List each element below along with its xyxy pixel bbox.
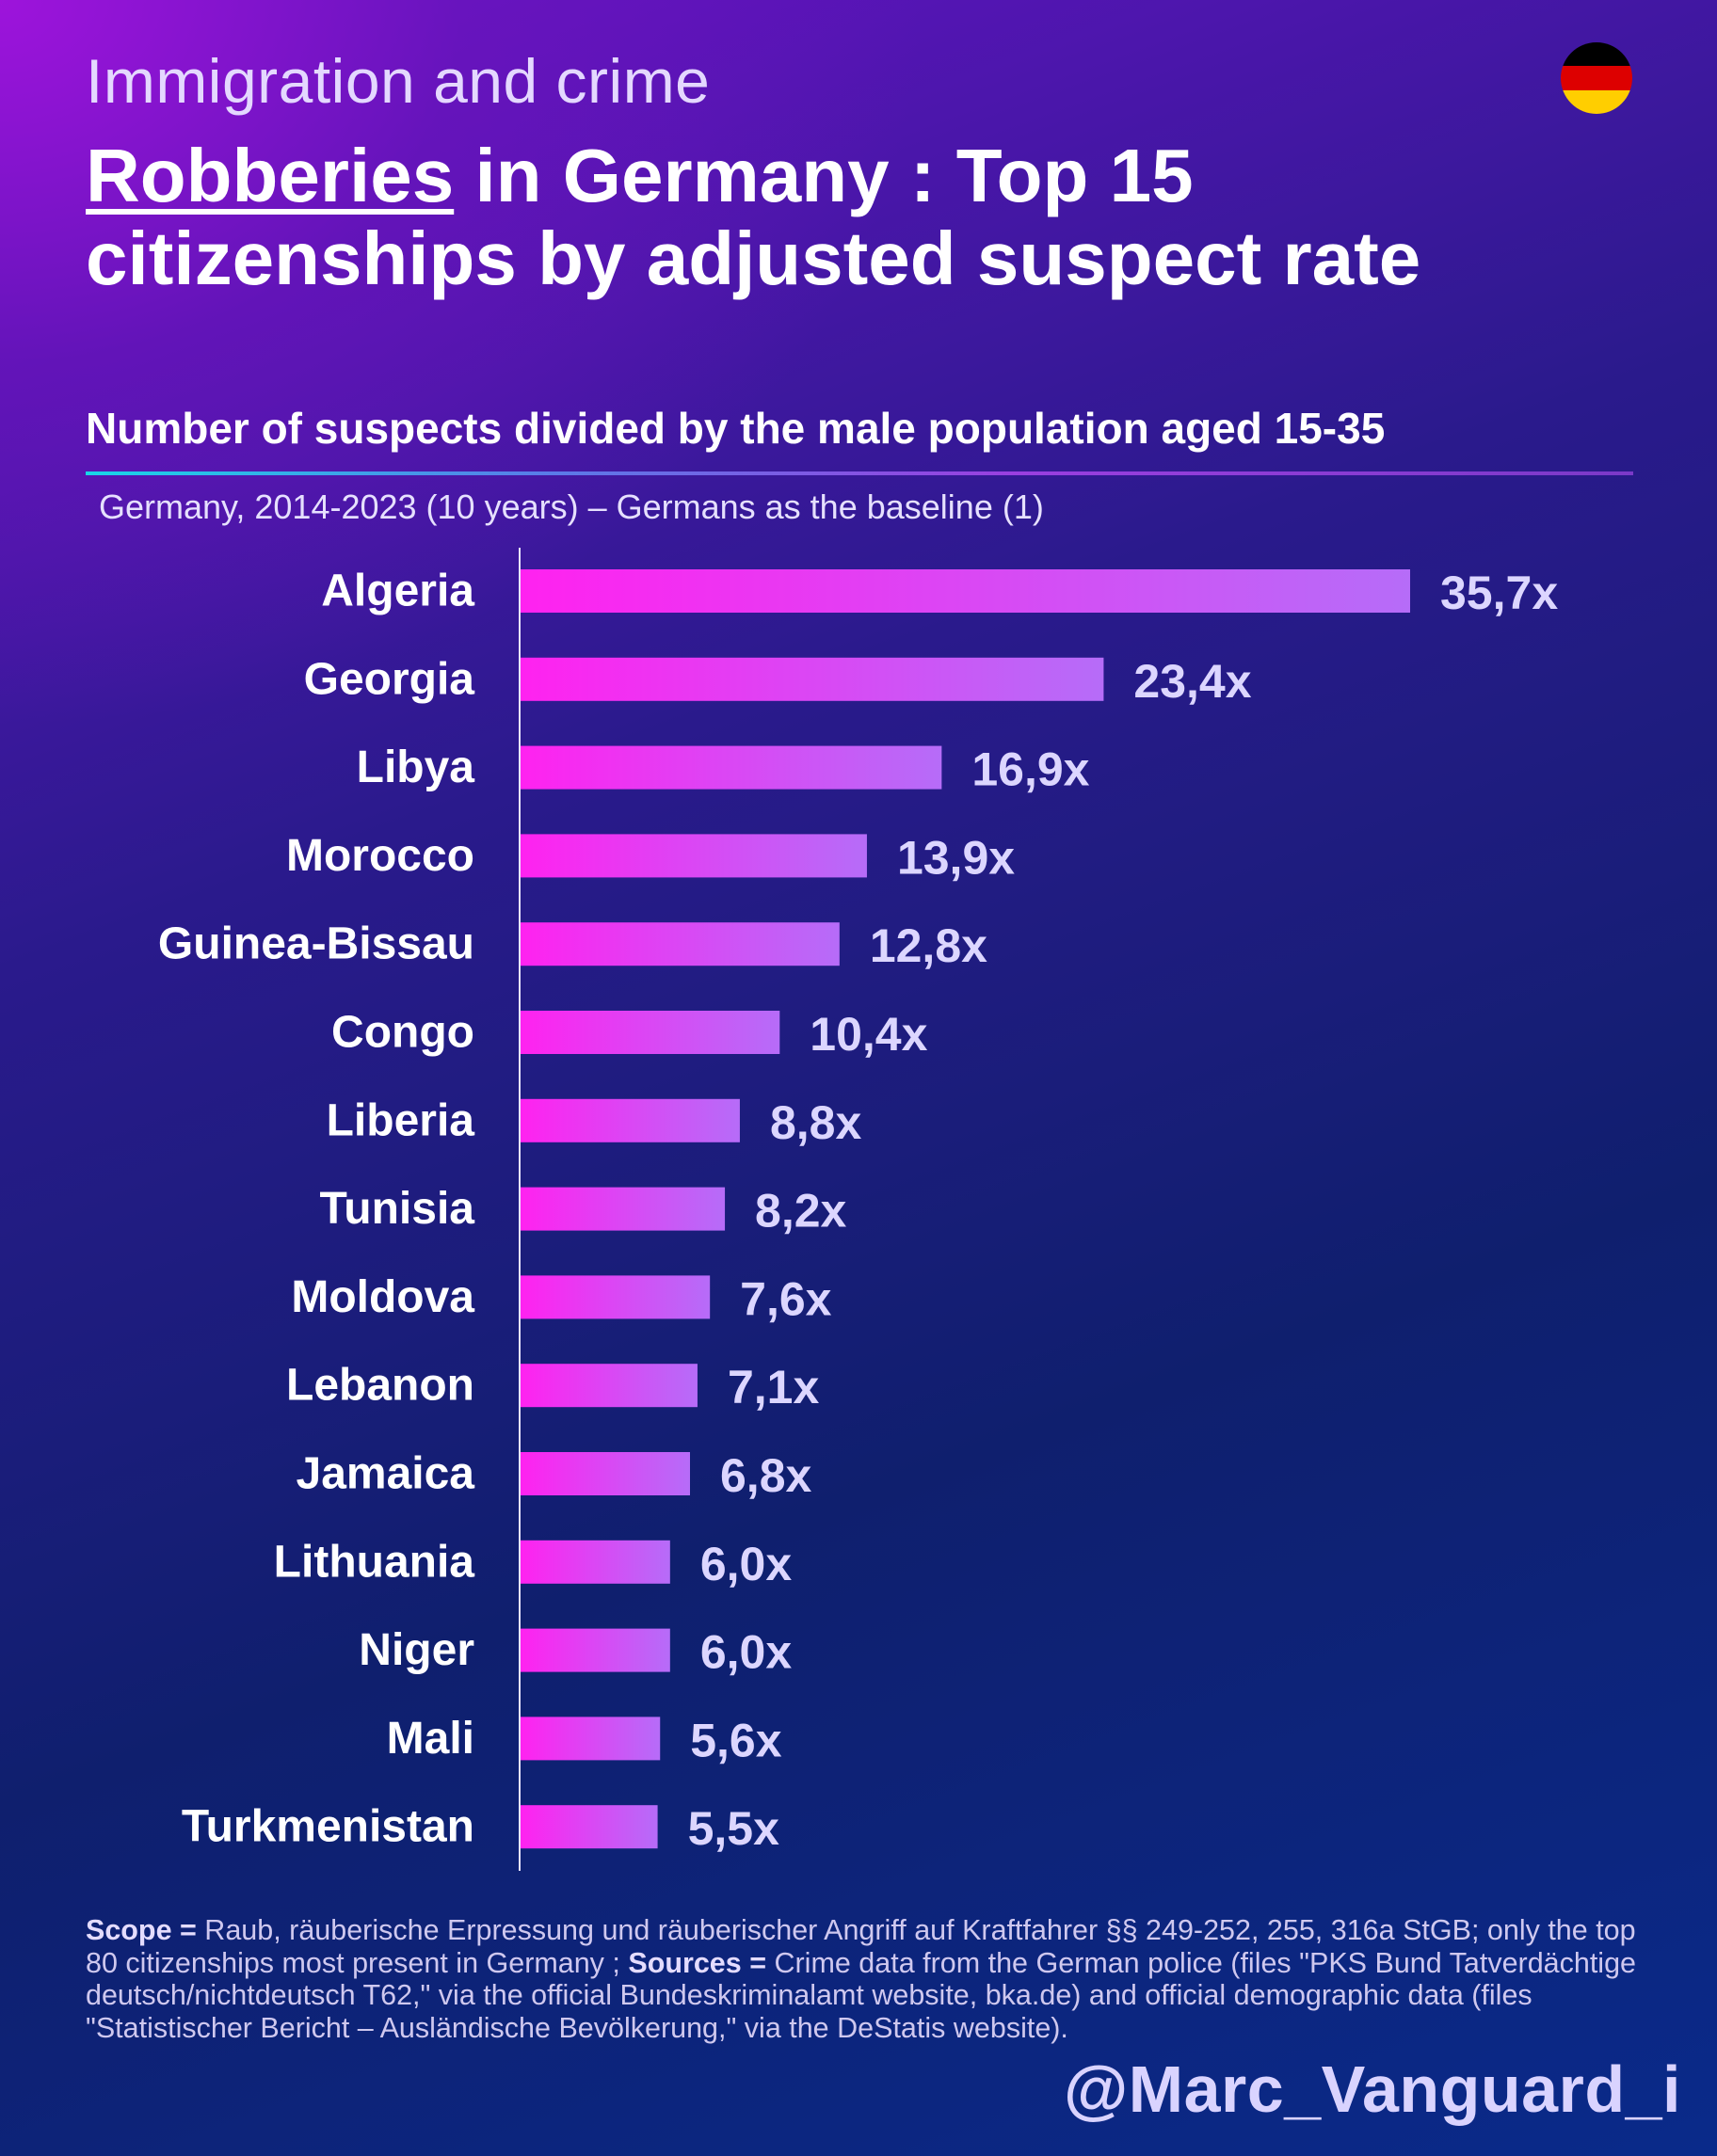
chart-note: Germany, 2014-2023 (10 years) – Germans … (99, 487, 1044, 526)
bar-chart: Algeria 35,7x Georgia 23,4x Libya 16,9x Morocc… (158, 548, 1559, 1871)
value-label: 6,8x (720, 1449, 812, 1502)
bar-turkmenistan (521, 1805, 658, 1849)
bar-niger (521, 1628, 670, 1672)
value-label: 8,2x (755, 1185, 847, 1238)
value-label: 7,6x (740, 1272, 832, 1325)
category-label: Congo (331, 1008, 474, 1058)
value-label: 5,5x (688, 1802, 780, 1855)
footnote: Scope = Raub, räuberische Erpressung und… (86, 1914, 1648, 2044)
category-label: Algeria (321, 567, 474, 616)
category-label: Guinea-Bissau (158, 919, 474, 969)
sources-label: Sources = (628, 1946, 767, 1979)
category-label: Turkmenistan (182, 1802, 474, 1852)
bar-liberia (521, 1098, 740, 1142)
bar-lithuania (521, 1540, 670, 1584)
bar-tunisia (521, 1187, 726, 1231)
bar-mali (521, 1717, 661, 1761)
value-label: 8,8x (770, 1096, 862, 1149)
title-highlight: Robberies (86, 134, 455, 217)
chart-subtitle: Number of suspects divided by the male p… (86, 404, 1386, 453)
value-label: 10,4x (810, 1008, 927, 1061)
bar-morocco (521, 834, 867, 878)
bar-lebanon (521, 1364, 698, 1408)
bar-moldova (521, 1275, 711, 1319)
category-label: Morocco (286, 831, 474, 881)
category-label: Mali (387, 1714, 474, 1764)
flag-stripe-red (1561, 66, 1632, 90)
scope-label: Scope = (86, 1914, 197, 1946)
category-label: Lebanon (286, 1361, 474, 1411)
sources-text: Crime data from the German police (files… (86, 1946, 1637, 2044)
bar-congo (521, 1011, 780, 1054)
value-label: 23,4x (1133, 655, 1251, 708)
bar-georgia (521, 657, 1104, 701)
kicker-text: Immigration and crime (86, 46, 711, 116)
category-label: Libya (357, 743, 475, 792)
category-label: Niger (359, 1625, 474, 1675)
value-label: 35,7x (1440, 567, 1558, 619)
subtitle-divider (86, 471, 1633, 475)
bar-algeria (521, 569, 1410, 613)
category-label: Georgia (304, 654, 475, 704)
title-line2: citizenships by adjusted suspect rate (86, 216, 1421, 300)
category-label: Tunisia (320, 1184, 475, 1234)
category-label: Lithuania (274, 1537, 475, 1587)
value-label: 13,9x (897, 831, 1015, 884)
page-title: Robberies in Germany : Top 15 citizenshi… (86, 135, 1629, 300)
value-label: 6,0x (700, 1538, 793, 1590)
bar-jamaica (521, 1452, 690, 1495)
scope-text: Raub, räuberische Erpressung und räuberi… (86, 1914, 1636, 1979)
category-label: Liberia (327, 1095, 475, 1145)
title-line1-rest: in Germany : Top 15 (454, 134, 1194, 217)
value-label: 7,1x (728, 1361, 820, 1413)
bar-guinea-bissau (521, 922, 840, 966)
value-label: 12,8x (870, 919, 987, 972)
category-label: Moldova (291, 1272, 474, 1322)
bar-libya (521, 745, 942, 790)
value-label: 16,9x (971, 743, 1089, 796)
value-label: 5,6x (690, 1714, 782, 1766)
value-label: 6,0x (700, 1626, 793, 1679)
author-handle: @Marc_Vanguard_i (1064, 2052, 1681, 2126)
category-label: Jamaica (297, 1449, 475, 1499)
